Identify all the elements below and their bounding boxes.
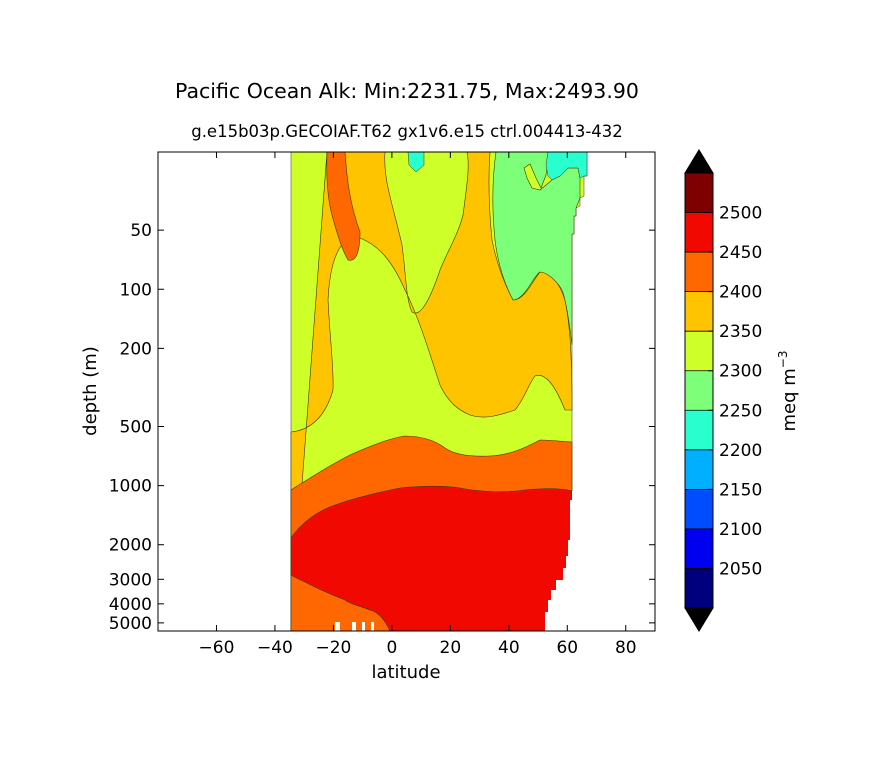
- colorbar-tick-label: 2450: [719, 243, 762, 263]
- y-tick-label: 5000: [109, 614, 152, 634]
- x-tick-label: −40: [257, 638, 293, 658]
- plot-frame: [157, 151, 656, 632]
- x-axis-ticks: −60 −40 −20 0 20 40 60 80: [199, 152, 637, 658]
- x-tick-label: −20: [315, 638, 351, 658]
- contour-region-2450-2500: [290, 485, 573, 631]
- chart-title: Pacific Ocean Alk: Min:2231.75, Max:2493…: [175, 79, 639, 103]
- colorbar-extend-max: [684, 149, 714, 174]
- colorbar: 2050 2100 2150 2200 2250 2300 2350 2400 2450 2500: [684, 149, 762, 632]
- x-tick-label: 60: [556, 638, 578, 658]
- land-gap: [371, 622, 374, 631]
- y-tick-label: 200: [120, 339, 152, 359]
- colorbar-tick-label: 2400: [719, 283, 762, 303]
- colorbar-tick-label: 2350: [719, 322, 762, 342]
- y-tick-label: 2000: [109, 536, 152, 556]
- colorbar-tick-label: 2500: [719, 204, 762, 224]
- x-tick-label: 40: [498, 638, 520, 658]
- colorbar-tick-label: 2250: [719, 401, 762, 421]
- colorbar-swatch: [685, 252, 713, 292]
- chart-subtitle: g.e15b03p.GECOIAF.T62 gx1v6.e15 ctrl.004…: [191, 122, 623, 141]
- colorbar-swatch: [685, 331, 713, 371]
- colorbar-swatch: [685, 212, 713, 253]
- colorbar-swatch: [685, 291, 713, 332]
- colorbar-label: meq m−3: [776, 351, 800, 432]
- y-tick-label: 4000: [109, 595, 152, 615]
- x-axis-label: latitude: [371, 662, 440, 683]
- land-gap: [335, 622, 340, 631]
- colorbar-swatch: [685, 410, 713, 450]
- y-tick-label: 100: [120, 280, 152, 300]
- colorbar-swatch: [685, 370, 713, 411]
- x-tick-label: −60: [199, 638, 235, 658]
- colorbar-label-unit: meq m: [779, 368, 800, 431]
- colorbar-label-exponent: −3: [776, 351, 790, 369]
- x-tick-label: 80: [615, 638, 637, 658]
- colorbar-extend-min: [684, 607, 714, 632]
- colorbar-tick-label: 2150: [719, 480, 762, 500]
- y-tick-label: 1000: [109, 477, 152, 497]
- colorbar-tick-label: 2200: [719, 441, 762, 461]
- y-tick-label: 50: [130, 221, 152, 241]
- colorbar-tick-label: 2100: [719, 520, 762, 540]
- y-tick-label: 500: [120, 418, 152, 438]
- contour-region-2400-2450-top: [326, 152, 361, 261]
- colorbar-swatch: [685, 449, 713, 490]
- x-tick-label: 20: [440, 638, 462, 658]
- plot-area: [290, 152, 655, 631]
- land-gap: [352, 622, 356, 631]
- contour-region-2200-2250: [527, 152, 588, 181]
- colorbar-swatch: [685, 489, 713, 529]
- land-mask-right: [545, 491, 655, 631]
- x-tick-label: 0: [386, 638, 397, 658]
- colorbar-tick-label: 2050: [719, 559, 762, 579]
- colorbar-tick-label: 2300: [719, 362, 762, 382]
- y-axis-label: depth (m): [80, 346, 101, 436]
- colorbar-swatch: [685, 568, 713, 608]
- y-tick-label: 3000: [109, 570, 152, 590]
- contour-region-2200-2250-b: [407, 152, 425, 173]
- land-gap: [362, 622, 365, 631]
- colorbar-swatch: [685, 528, 713, 569]
- colorbar-swatch: [685, 173, 713, 213]
- colorbar-frame: [684, 172, 714, 609]
